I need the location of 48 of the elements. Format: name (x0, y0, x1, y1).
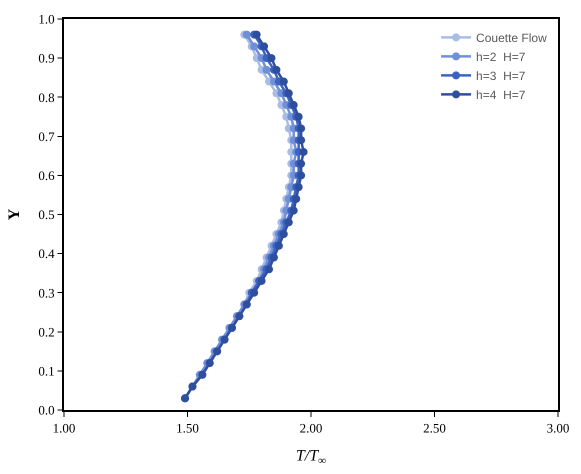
point (274, 242, 283, 250)
y-tick-label: 0.6 (38, 168, 56, 183)
point (284, 89, 293, 98)
point (300, 148, 308, 156)
x-tick-label: 1.50 (176, 420, 199, 436)
y-tick-label: 0.5 (38, 207, 55, 222)
point (294, 112, 303, 121)
point (267, 54, 276, 62)
point (250, 42, 258, 50)
point (284, 218, 293, 226)
x-tick-label: 2.50 (423, 420, 446, 436)
point (265, 265, 274, 274)
x-axis-title: T/T$_{∞}$ (296, 448, 326, 467)
point (297, 171, 306, 180)
point (258, 276, 266, 285)
point (252, 30, 261, 39)
point (297, 136, 306, 144)
y-tick-label: 0.2 (38, 324, 55, 340)
x-tick-label: 1.00 (52, 420, 76, 436)
point (290, 206, 298, 215)
x-tick-label: 3.00 (546, 420, 570, 436)
point (272, 66, 280, 74)
y-axis-title: Y (6, 208, 23, 220)
point (280, 230, 288, 238)
point (280, 78, 288, 86)
point (297, 124, 306, 132)
point (294, 183, 303, 192)
y-tick-label: 0.4 (38, 246, 56, 262)
point (260, 42, 268, 50)
point (250, 288, 258, 297)
point (297, 160, 306, 168)
y-tick-label: 0.1 (38, 363, 55, 378)
point (292, 194, 300, 203)
y-tick-label: 0.3 (38, 285, 55, 300)
y-tick-label: 0.7 (38, 128, 56, 144)
y-tick-label: 0.0 (38, 402, 55, 418)
legend-label: h=2 H=7 (476, 50, 526, 64)
y-tick-label: 1.0 (38, 12, 55, 27)
legend-label: Couette Flow (476, 31, 548, 46)
legend-label: h=4 H=7 (476, 88, 526, 102)
point (270, 254, 278, 262)
point (242, 30, 251, 39)
point (290, 101, 298, 110)
legend-label: h=3 H=7 (476, 69, 526, 84)
point (262, 66, 271, 74)
x-tick-label: 2.00 (300, 420, 322, 436)
y-tick-label: 0.9 (38, 50, 55, 66)
y-tick-label: 0.8 (38, 90, 55, 105)
